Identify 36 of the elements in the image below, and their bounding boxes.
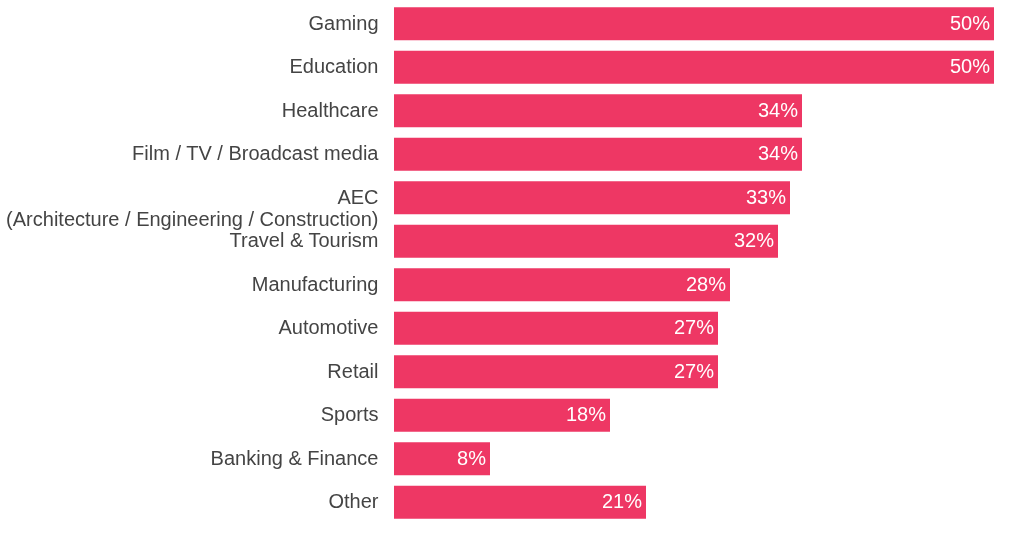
bar <box>394 268 730 302</box>
y-tick-label: Gaming <box>308 11 379 34</box>
y-tick-label: Film / TV / Broadcast media <box>132 142 380 165</box>
y-tick-label: Sports <box>320 403 379 426</box>
bar <box>394 485 646 519</box>
data-label: 27% <box>673 316 715 339</box>
bar <box>394 442 490 476</box>
data-label: 50% <box>949 11 991 34</box>
y-tick-label: Education <box>289 55 379 78</box>
data-label: 28% <box>685 272 727 295</box>
bar <box>394 137 802 171</box>
y-tick-label: Retail <box>327 359 379 382</box>
data-label: 18% <box>565 403 607 426</box>
data-label: 34% <box>757 142 799 165</box>
bar <box>394 398 610 432</box>
data-label: 8% <box>457 446 487 469</box>
data-label: 27% <box>673 359 715 382</box>
y-tick-label: Banking & Finance <box>210 446 379 469</box>
bar <box>394 7 994 41</box>
y-tick-label: Travel & Tourism <box>229 229 379 252</box>
bar <box>394 311 718 345</box>
data-label: 33% <box>745 185 787 208</box>
data-label: 32% <box>733 229 775 252</box>
bar <box>394 181 790 215</box>
y-tick-label: Manufacturing <box>251 272 379 295</box>
bar <box>394 50 994 84</box>
y-tick-label: AEC (Architecture / Engineering / Construction) <box>6 185 379 230</box>
y-tick-label: Automotive <box>278 316 379 339</box>
y-tick-label: Healthcare <box>281 98 379 121</box>
bar <box>394 224 778 258</box>
data-label: 21% <box>601 490 643 513</box>
bar <box>394 94 802 128</box>
data-label: 34% <box>757 98 799 121</box>
y-tick-label: Other <box>328 490 379 513</box>
data-label: 50% <box>949 55 991 78</box>
bar <box>394 355 718 389</box>
